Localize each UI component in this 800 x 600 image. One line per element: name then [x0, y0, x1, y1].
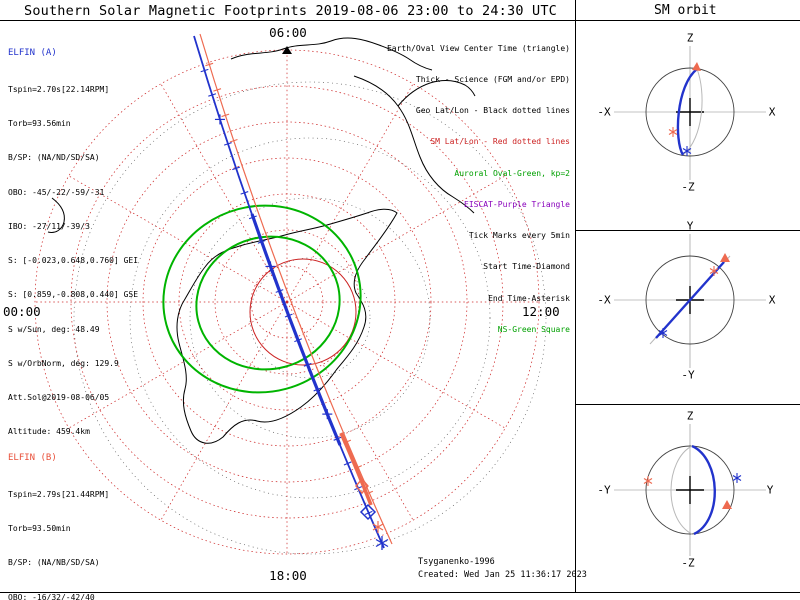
red-solid-circle [249, 258, 357, 366]
coastline [47, 37, 476, 444]
elfin-a-line: S: [0.859,-0.808,0.440] GSE [8, 290, 139, 300]
panel1-axis-down: -Z [681, 180, 695, 194]
panel3-axis-down: -Z [681, 556, 695, 570]
sm-grid [34, 49, 540, 555]
elfin-a-line: OBO: -45/-22/-59/-31 [8, 187, 105, 197]
elfin-b-info-block: ELFIN (B) Tspin=2.79s[21.44RPM] Torb=93.… [8, 430, 143, 600]
orbit-near-arc [676, 68, 698, 156]
legend-item: Tick Marks every 5min [468, 231, 570, 241]
sm-orbit-title: SM orbit [654, 3, 717, 18]
elfin-a-start-diamond [359, 503, 377, 521]
legend-item: End Time-Asterisk [488, 293, 570, 303]
clock-label-1800: 18:00 [269, 568, 307, 583]
antarctica-coast [176, 208, 398, 444]
legend-item: Geo Lat/Lon - Black dotted lines [415, 106, 570, 116]
panel1-axis-right: X [768, 105, 776, 119]
clock-label-0000: 00:00 [3, 304, 41, 319]
south-america-coast [353, 75, 475, 214]
panel1-asterisk-a [682, 146, 692, 156]
legend-item: Thick - Science (FGM and/or EPD) [415, 75, 570, 85]
clock-label-1200: 12:00 [522, 304, 560, 319]
panel3-asterisk-a [732, 473, 742, 483]
earth-circle [645, 255, 735, 345]
geo-grid [73, 81, 547, 555]
legend-item: NS-Green Square [497, 324, 570, 334]
panel1-asterisk-b [668, 127, 678, 137]
legend-item: SM Lat/Lon - Red dotted lines [430, 137, 570, 147]
panel3-axis-left: -Y [597, 483, 611, 497]
elfin-a-heading: ELFIN (A) [8, 47, 57, 58]
panel2-axis-left: -X [597, 293, 611, 307]
panel2-asterisk-a [658, 328, 668, 338]
elfin-a-line: Att.Sol@2019-08-06/05 [8, 393, 110, 402]
origin-cross [676, 98, 704, 126]
track-tick-marks [200, 62, 374, 516]
panel1-axis-left: -X [597, 105, 611, 119]
elfin-a-line: Tspin=2.70s[22.14RPM] [8, 85, 110, 95]
earth-circle [645, 445, 735, 535]
legend: Earth/Oval View Center Time (triangle) T… [240, 23, 570, 356]
elfin-b-line: B/SP: (NA/NB/SD/SA) [8, 558, 100, 568]
island-coast [47, 197, 65, 233]
orbit-near-arc [691, 444, 716, 536]
elfin-b-line: Tspin=2.79s[21.44RPM] [8, 490, 110, 500]
elfin-a-line: S w/Sun, deg: 48.49 [8, 324, 100, 334]
panel2-axis-down: -Y [681, 368, 695, 382]
elfin-a-line: B/SP: (NA/ND/SD/SA) [8, 153, 100, 163]
elfin-a-info-block: ELFIN (A) Tspin=2.70s[22.14RPM] Torb=93.… [8, 25, 138, 460]
panel3-axis-up: Z [686, 409, 694, 423]
orbit-far-arc [670, 445, 693, 535]
south-america-coast-2 [397, 80, 476, 107]
panel3-axis-right: Y [766, 483, 774, 497]
panel3-asterisk-b [643, 476, 653, 486]
edge-coast [230, 37, 433, 71]
elfin-a-end-asterisk [375, 536, 389, 550]
panel1-axis-up: Z [686, 31, 694, 45]
panel2-asterisk-b [709, 266, 719, 276]
elfin-a-track-science [250, 213, 342, 446]
legend-item: Start Time-Diamond [483, 262, 570, 272]
panel2-triangle [720, 253, 730, 262]
elfin-a-line: Torb=93.56min [8, 119, 71, 129]
origin-cross [676, 476, 704, 504]
page-title: Southern Solar Magnetic Footprints 2019-… [24, 3, 557, 19]
track-markers [355, 477, 389, 550]
legend-item: EISCAT-Purple Triangle [464, 199, 570, 209]
legend-item: Auroral Oval-Green, kp=2 [454, 168, 570, 178]
elfin-a-line: S: [-0.023,0.648,0.760] GEI [8, 256, 139, 266]
elfin-b-track-science [339, 432, 373, 506]
earth-circle [645, 67, 735, 157]
elfin-b-heading: ELFIN (B) [8, 452, 57, 463]
clock-label-0600: 06:00 [269, 25, 307, 40]
elfin-b-track [199, 33, 393, 545]
created-label: Created: Wed Jan 25 11:36:17 2023 [418, 570, 587, 580]
elfin-a-line: S w/OrbNorm, deg: 129.9 [8, 358, 119, 368]
panel2-axis-right: X [768, 293, 776, 307]
elfin-a-line: IBO: -27/11/-39/3 [8, 221, 90, 231]
sm-orbit-panel-xz [614, 46, 766, 180]
sm-orbit-panel-yz [614, 424, 766, 556]
sm-orbit-panel-xy [614, 234, 766, 368]
elfin-b-end-asterisk [372, 521, 384, 533]
model-label: Tsyganenko-1996 [418, 557, 495, 567]
orbit-far-arc [682, 68, 703, 156]
elfin-b-line: OBO: -16/32/-42/40 [8, 592, 95, 600]
elfin-b-line: Torb=93.50min [8, 524, 71, 534]
panel3-triangle [722, 500, 732, 509]
legend-item: Earth/Oval View Center Time (triangle) [386, 43, 570, 53]
orbit-near-line [655, 261, 725, 339]
panel2-axis-up: Y [686, 219, 694, 233]
view-center-triangle [282, 46, 292, 54]
auroral-oval [162, 204, 362, 394]
elfin-a-line: Altitude: 459.4km [8, 427, 90, 437]
elfin-b-start-diamond [355, 477, 369, 495]
panel1-triangle [692, 62, 701, 71]
